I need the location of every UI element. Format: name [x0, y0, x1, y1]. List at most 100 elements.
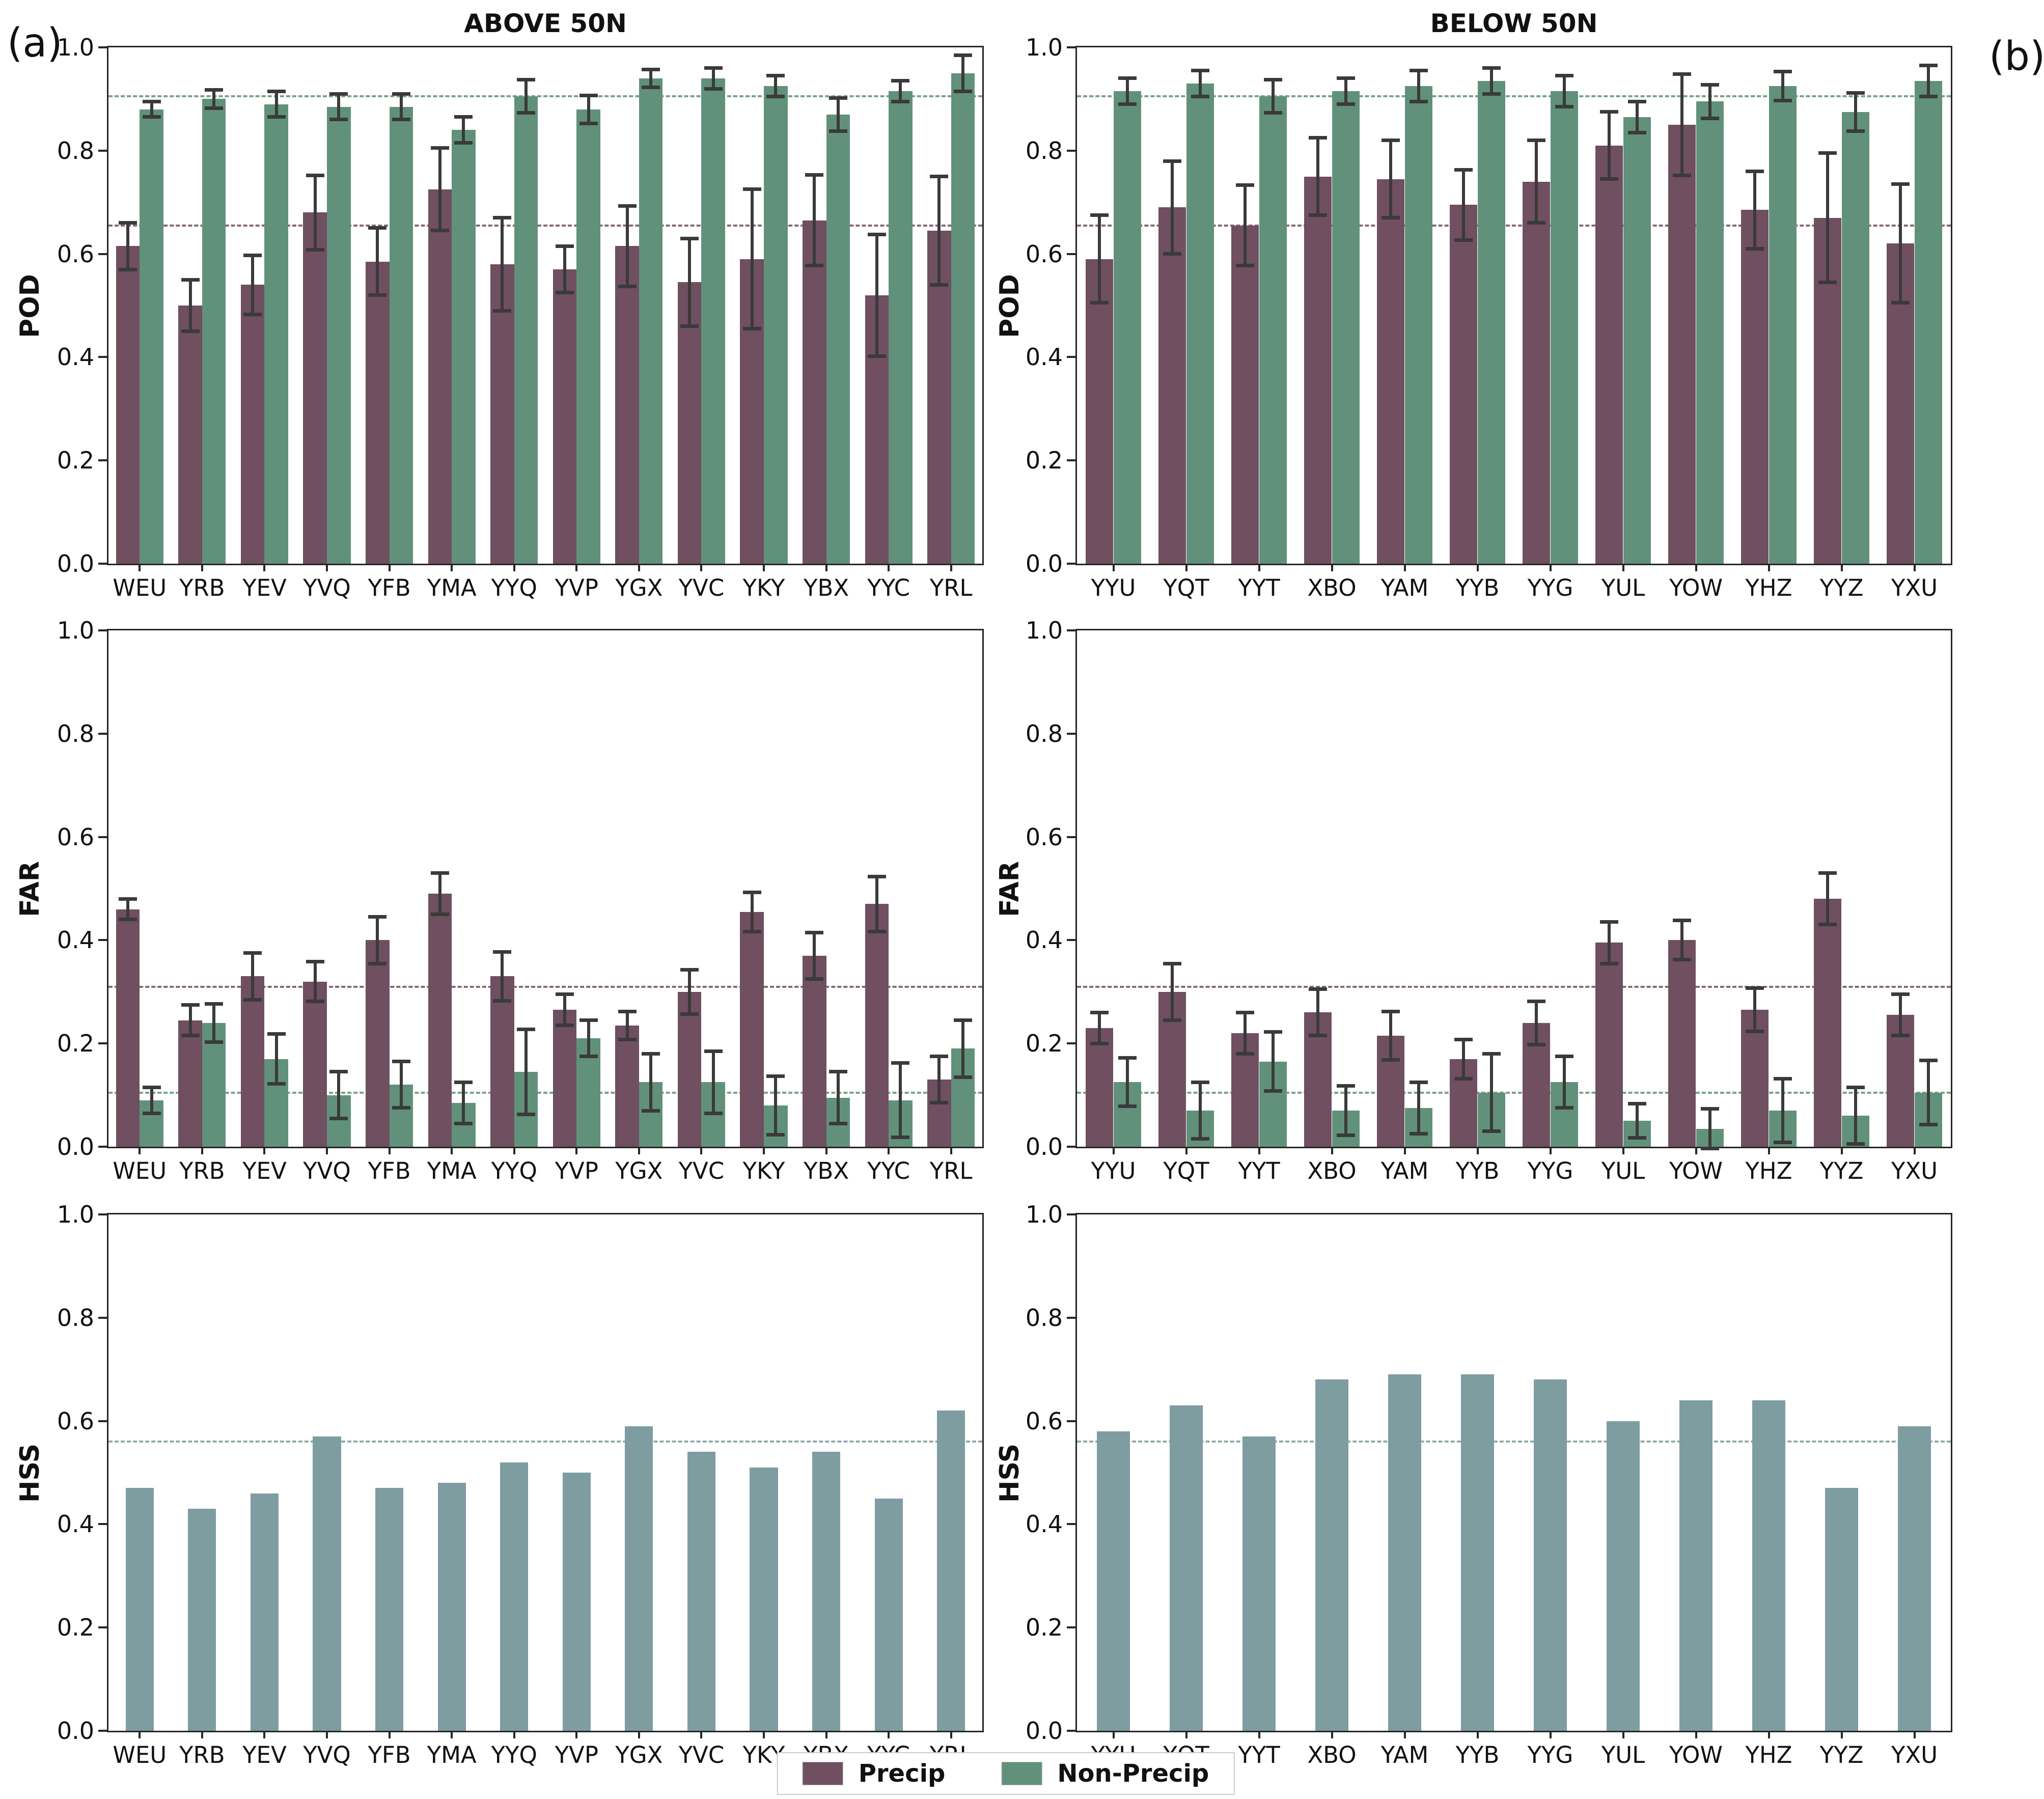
error-bar [1826, 153, 1830, 283]
bar-hss-yyg [1534, 1379, 1567, 1731]
error-bar-cap [430, 871, 449, 875]
error-bar-cap [930, 1055, 949, 1059]
error-bar [711, 68, 715, 89]
bar-precip-yow [1668, 940, 1696, 1147]
y-tick-mark [98, 149, 107, 152]
bar-hss-yqt [1170, 1405, 1203, 1731]
x-tick-mark [451, 1731, 453, 1738]
error-bar-cap [1700, 117, 1719, 121]
error-bar-cap [642, 68, 660, 72]
error-bar [587, 95, 590, 124]
error-bar [313, 175, 317, 250]
bar-non-precip-yyc [889, 91, 913, 564]
error-bar [1535, 140, 1538, 223]
mean-reference-line [108, 985, 982, 988]
y-tick-mark [1067, 836, 1075, 838]
error-bar-cap [517, 78, 535, 82]
x-tick-mark [825, 1731, 827, 1738]
bar-non-precip-yky [764, 86, 788, 564]
bar-hss-ygx [625, 1426, 653, 1731]
error-bar-cap [930, 283, 949, 287]
error-bar-cap [805, 930, 824, 934]
error-bar-cap [555, 291, 574, 295]
bar-hss-yam [1388, 1374, 1421, 1731]
bar-precip-yrb [178, 1020, 202, 1147]
bar-non-precip-weu [140, 109, 163, 564]
error-bar [750, 892, 754, 932]
x-tick-label-yev: YEV [242, 574, 287, 601]
error-bar-cap [142, 1111, 161, 1115]
bar-precip-weu [116, 909, 140, 1147]
x-tick-mark [139, 1147, 141, 1154]
error-bar [524, 1029, 528, 1115]
x-tick-label-yam: YAM [1380, 574, 1429, 601]
error-bar-cap [243, 951, 262, 955]
bar-non-precip-yrl [951, 73, 975, 564]
bar-non-precip-yul [1623, 117, 1651, 564]
bar-precip-yky [740, 911, 764, 1147]
error-bar-cap [1382, 139, 1400, 143]
panel-far-above-50n: 0.0 0.2 0.4 0.6 0.8 1.0 WEU YRB YEV YVQ YFB YMA YYQ Y… [57, 617, 984, 1184]
x-tick-label-yvc: YVC [678, 1741, 725, 1768]
y-axis-label-pod-left: POD [15, 274, 45, 338]
error-bar-cap [1090, 1041, 1109, 1045]
x-tick-label-xbo: XBO [1307, 574, 1357, 601]
x-tick-label-yvq: YVQ [303, 1741, 351, 1768]
y-axis-label-hss-left: HSS [15, 1443, 45, 1503]
error-bar [875, 234, 878, 356]
error-bar [1535, 1001, 1538, 1045]
error-bar-cap [618, 204, 637, 208]
y-tick-mark [98, 356, 107, 358]
error-bar-cap [805, 264, 824, 268]
bar-precip-yyq [490, 976, 514, 1147]
error-bar-cap [1600, 961, 1619, 965]
y-tick-label: 0.4 [57, 926, 94, 954]
x-tick-mark [139, 564, 141, 571]
error-bar [688, 970, 692, 1014]
error-bar [337, 94, 341, 120]
error-bar-cap [704, 1111, 723, 1115]
error-bar [126, 899, 129, 920]
x-tick-mark [1913, 1731, 1916, 1738]
error-bar-cap [1919, 63, 1938, 67]
x-tick-label-yyg: YYG [1527, 574, 1573, 601]
error-bar-cap [1773, 1076, 1792, 1081]
error-bar-cap [1919, 1059, 1938, 1063]
bar-precip-yvc [677, 282, 702, 564]
bar-precip-ybx [802, 220, 826, 564]
x-tick-label-yqt: YQT [1163, 1157, 1209, 1184]
error-bar [251, 255, 255, 315]
x-tick-mark [388, 1731, 391, 1738]
bar-hss-yyb [1461, 1374, 1494, 1731]
error-bar [399, 1061, 403, 1108]
bar-hss-yvp [562, 1473, 591, 1731]
error-bar [313, 961, 317, 1002]
x-tick-mark [1112, 564, 1115, 571]
x-tick-mark [1476, 1147, 1479, 1154]
y-tick-label: 0.8 [57, 1304, 94, 1332]
error-bar [563, 994, 566, 1026]
error-bar-cap [1527, 1042, 1546, 1046]
error-bar-cap [579, 1018, 598, 1022]
bar-hss-weu [125, 1488, 154, 1731]
x-tick-mark [763, 1731, 765, 1738]
bar-non-precip-yyb [1477, 80, 1505, 564]
error-bar [1344, 78, 1347, 104]
error-bar-cap [430, 912, 449, 917]
error-bar-cap [1673, 958, 1692, 962]
error-bar [274, 91, 278, 117]
x-tick-label-ybx: YBX [803, 1157, 849, 1184]
error-bar [1462, 1039, 1466, 1079]
x-tick-label-yxu: YXU [1891, 574, 1938, 601]
bar-precip-yul [1595, 943, 1623, 1147]
error-bar-cap [1555, 1055, 1573, 1059]
x-tick-mark [825, 564, 827, 571]
error-bar-cap [1527, 999, 1546, 1003]
x-tick-mark [1112, 1731, 1115, 1738]
x-tick-label-yhz: YHZ [1745, 1157, 1792, 1184]
panel-hss-above-50n: 0.0 0.2 0.4 0.6 0.8 1.0 WEU YRB YEV YVQ YFB YMA YYQ Y… [57, 1201, 984, 1768]
x-tick-mark [1258, 1731, 1260, 1738]
x-tick-label-yvp: YVP [555, 574, 598, 601]
error-bar-cap [1700, 82, 1719, 87]
error-bar-cap [181, 1034, 200, 1038]
